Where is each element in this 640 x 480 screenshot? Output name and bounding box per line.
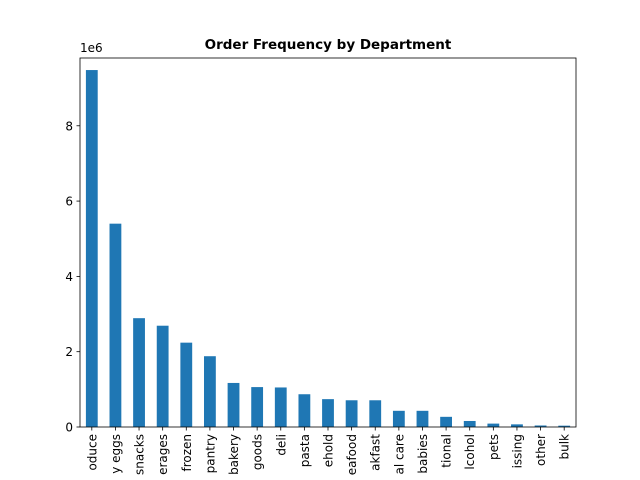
bar bbox=[251, 387, 264, 427]
x-tick-label: other bbox=[534, 434, 548, 466]
bar bbox=[227, 382, 240, 427]
bar bbox=[322, 399, 334, 427]
x-tick-label: goods bbox=[251, 434, 265, 470]
plot-frame bbox=[79, 57, 577, 428]
x-tick-label: erages bbox=[156, 434, 170, 475]
bar bbox=[109, 223, 122, 427]
x-tick-label: snacks bbox=[133, 434, 147, 475]
y-axis-ticks: 0 2 4 6 8 bbox=[65, 119, 80, 435]
y-tick-label: 4 bbox=[65, 270, 73, 284]
bar bbox=[511, 424, 523, 427]
x-tick-label: al care bbox=[392, 434, 406, 475]
x-tick-label: ehold bbox=[322, 434, 336, 467]
y-tick-label: 8 bbox=[65, 119, 73, 133]
y-tick-label: 0 bbox=[65, 421, 73, 435]
x-tick-label: babies bbox=[416, 434, 430, 474]
bar bbox=[369, 400, 382, 427]
x-axis-ticks: oduce y eggs snacks erages frozen pantry baker… bbox=[85, 427, 572, 475]
x-tick-label: bakery bbox=[227, 434, 241, 475]
x-tick-label: deli bbox=[274, 434, 288, 456]
x-tick-label: eafood bbox=[345, 434, 359, 475]
x-tick-label: lcohol bbox=[463, 434, 477, 470]
bar bbox=[463, 420, 476, 427]
x-tick-label: bulk bbox=[558, 434, 572, 460]
y-tick-label: 2 bbox=[65, 345, 73, 359]
chart-title: Order Frequency by Department bbox=[205, 37, 452, 53]
x-tick-label: y eggs bbox=[109, 434, 123, 474]
x-tick-label: frozen bbox=[180, 434, 194, 472]
bar bbox=[487, 423, 500, 427]
x-tick-label: oduce bbox=[85, 434, 99, 471]
x-tick-label: issing bbox=[510, 434, 524, 468]
bar bbox=[558, 425, 571, 427]
x-tick-label: pasta bbox=[298, 434, 312, 467]
bar bbox=[274, 387, 287, 427]
bar bbox=[392, 410, 405, 427]
x-tick-label: akfast bbox=[369, 434, 383, 471]
bar bbox=[416, 410, 429, 427]
x-tick-label: tional bbox=[440, 434, 454, 468]
bar bbox=[85, 70, 98, 428]
bars-layer bbox=[85, 70, 571, 428]
y-axis-offset-label: 1e6 bbox=[80, 41, 103, 55]
bar bbox=[345, 400, 358, 427]
bar bbox=[204, 356, 216, 427]
bar bbox=[133, 318, 145, 427]
bar bbox=[440, 416, 452, 427]
bar bbox=[534, 425, 547, 427]
y-tick-label: 6 bbox=[65, 195, 73, 209]
bar bbox=[156, 325, 169, 427]
x-tick-label: pets bbox=[487, 434, 501, 460]
bar bbox=[180, 342, 193, 427]
bar bbox=[298, 394, 311, 427]
x-tick-label: pantry bbox=[203, 434, 217, 473]
